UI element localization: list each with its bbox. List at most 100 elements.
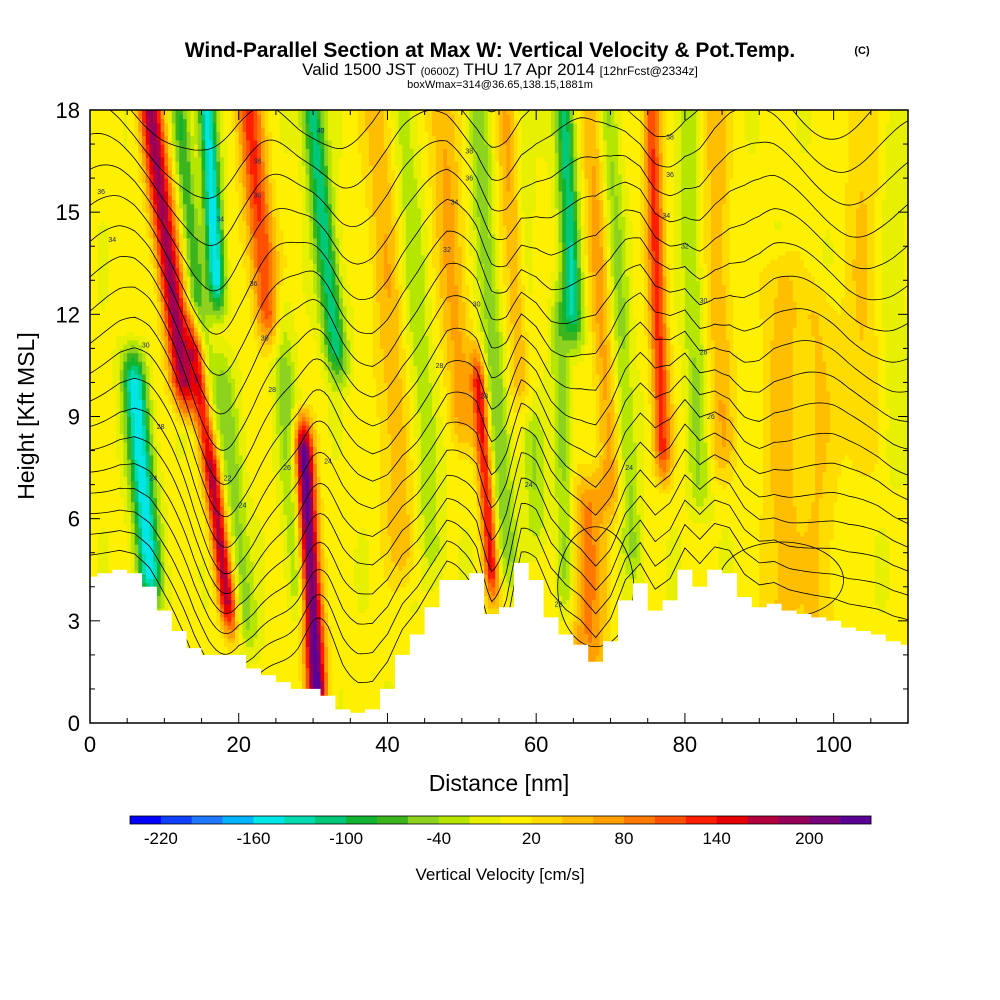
w-cell <box>495 471 500 498</box>
w-cell <box>123 386 128 413</box>
w-cell <box>290 595 296 622</box>
w-cell <box>160 318 165 341</box>
w-cell <box>874 335 879 464</box>
w-cell <box>179 139 184 175</box>
w-cell <box>885 429 891 460</box>
w-cell <box>893 488 898 723</box>
w-cell <box>145 450 151 477</box>
w-cell <box>629 578 634 601</box>
w-cell <box>387 297 392 435</box>
w-cell <box>491 603 496 609</box>
w-cell <box>614 522 619 723</box>
w-cell <box>223 327 229 341</box>
w-cell <box>194 110 199 145</box>
w-cell <box>324 671 329 703</box>
w-cell <box>186 305 191 311</box>
w-cell <box>205 258 210 290</box>
w-cell <box>610 514 615 533</box>
w-cell <box>231 591 236 601</box>
w-cell <box>610 161 615 196</box>
w-cell <box>346 110 351 286</box>
w-cell <box>134 352 139 362</box>
w-cell <box>736 110 742 723</box>
w-cell <box>179 110 184 115</box>
w-cell <box>142 399 147 426</box>
w-cell <box>227 110 232 260</box>
w-cell <box>212 169 218 196</box>
w-cell <box>673 110 679 311</box>
w-cell <box>156 539 162 562</box>
w-cell <box>472 429 478 447</box>
w-cell <box>446 110 452 166</box>
w-cell <box>614 501 619 524</box>
w-cell <box>253 110 258 141</box>
w-cell <box>197 263 203 307</box>
w-cell <box>487 446 493 460</box>
w-cell <box>264 110 270 137</box>
w-cell <box>313 446 318 464</box>
w-cell <box>194 412 199 422</box>
w-cell <box>190 361 195 392</box>
w-cell <box>591 331 597 388</box>
w-cell <box>142 552 147 575</box>
w-cell <box>249 207 255 235</box>
w-cell <box>603 459 608 511</box>
w-cell <box>257 335 262 354</box>
w-cell <box>235 565 240 584</box>
contour-label: 28 <box>436 363 444 370</box>
w-cell <box>305 578 310 609</box>
chart-subtitle-2: boxWmax=314@36.65,138.15,1881m <box>407 79 593 91</box>
w-cell <box>130 352 136 358</box>
w-cell <box>662 437 667 452</box>
colorbar-frame <box>129 815 872 825</box>
w-cell <box>294 420 299 430</box>
colorbar-tick-label: 200 <box>795 829 823 848</box>
w-cell <box>316 361 322 435</box>
w-cell <box>658 459 664 469</box>
w-cell <box>313 488 318 511</box>
w-cell <box>301 131 307 166</box>
w-cell <box>316 582 322 601</box>
w-cell <box>220 110 225 158</box>
colorbar-tick-label: 20 <box>522 829 541 848</box>
w-cell <box>826 267 831 303</box>
w-cell <box>666 369 671 418</box>
contour-label: 24 <box>324 458 332 465</box>
w-cell <box>573 322 578 332</box>
w-cell <box>182 327 188 341</box>
w-cell <box>227 552 232 562</box>
w-cell <box>316 271 322 298</box>
w-cell <box>316 224 322 252</box>
w-cell <box>160 195 165 222</box>
w-cell <box>327 625 333 723</box>
w-cell <box>558 190 563 243</box>
w-cell <box>472 297 478 337</box>
w-cell <box>391 118 396 171</box>
w-cell <box>476 412 482 435</box>
w-cell <box>599 161 604 200</box>
w-cell <box>298 407 303 413</box>
w-cell <box>331 186 336 226</box>
w-cell <box>168 182 173 196</box>
w-cell <box>796 250 801 533</box>
w-cell <box>569 122 574 158</box>
w-cell <box>521 284 526 341</box>
w-cell <box>205 539 210 588</box>
w-cell <box>502 574 508 592</box>
colorbar-swatch <box>407 816 440 824</box>
w-cell <box>182 382 188 388</box>
w-cell <box>134 365 139 375</box>
w-cell <box>718 399 723 422</box>
w-cell <box>127 339 132 349</box>
w-cell <box>852 467 857 682</box>
w-cell <box>223 569 229 605</box>
w-cell <box>881 110 887 200</box>
w-cell <box>417 548 422 605</box>
w-cell <box>424 556 429 592</box>
w-cell <box>171 237 177 252</box>
y-tick-label: 6 <box>68 507 80 532</box>
w-cell <box>138 110 143 120</box>
w-cell <box>182 416 188 422</box>
w-cell <box>487 582 493 592</box>
w-cell <box>339 339 344 358</box>
